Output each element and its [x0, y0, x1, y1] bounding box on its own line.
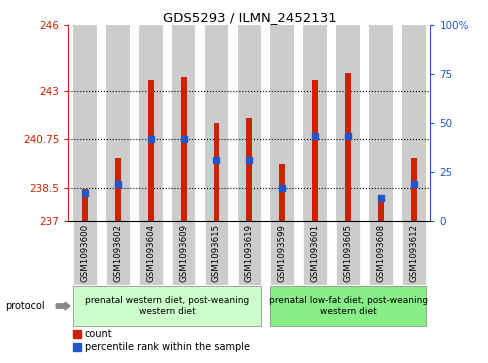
Text: GSM1093619: GSM1093619 [244, 224, 253, 282]
Title: GDS5293 / ILMN_2452131: GDS5293 / ILMN_2452131 [162, 11, 336, 24]
FancyBboxPatch shape [237, 221, 261, 285]
FancyBboxPatch shape [139, 221, 162, 285]
FancyBboxPatch shape [106, 221, 129, 285]
FancyBboxPatch shape [303, 221, 326, 285]
Text: GSM1093599: GSM1093599 [277, 224, 286, 282]
FancyBboxPatch shape [73, 221, 97, 285]
Text: GSM1093600: GSM1093600 [80, 224, 89, 282]
FancyBboxPatch shape [368, 221, 392, 285]
Bar [180, 77, 186, 221]
Bar [270, 25, 293, 221]
FancyBboxPatch shape [171, 221, 195, 285]
Bar [204, 25, 228, 221]
FancyBboxPatch shape [336, 221, 359, 285]
Bar [410, 158, 416, 221]
Bar [106, 25, 129, 221]
Bar [147, 79, 153, 221]
Bar [377, 201, 383, 221]
Text: GSM1093615: GSM1093615 [212, 224, 221, 282]
Text: GSM1093604: GSM1093604 [146, 224, 155, 282]
FancyBboxPatch shape [270, 286, 425, 326]
Text: GSM1093602: GSM1093602 [113, 224, 122, 282]
Text: GSM1093605: GSM1093605 [343, 224, 352, 282]
Bar [213, 123, 219, 221]
Bar [279, 164, 285, 221]
Bar [246, 118, 252, 221]
Text: GSM1093612: GSM1093612 [408, 224, 418, 282]
Bar [401, 25, 425, 221]
FancyBboxPatch shape [204, 221, 228, 285]
Bar [115, 158, 121, 221]
Bar [368, 25, 392, 221]
Bar [139, 25, 162, 221]
Bar [336, 25, 359, 221]
Text: prenatal western diet, post-weaning
western diet: prenatal western diet, post-weaning west… [85, 296, 249, 316]
FancyBboxPatch shape [401, 221, 425, 285]
Bar [82, 189, 88, 221]
Text: GSM1093601: GSM1093601 [310, 224, 319, 282]
FancyBboxPatch shape [73, 286, 261, 326]
Bar [303, 25, 326, 221]
Text: GSM1093608: GSM1093608 [376, 224, 385, 282]
Bar [311, 79, 318, 221]
Bar [171, 25, 195, 221]
Text: GSM1093609: GSM1093609 [179, 224, 188, 282]
Bar [73, 25, 97, 221]
Bar [345, 73, 350, 221]
FancyBboxPatch shape [270, 221, 293, 285]
Text: prenatal low-fat diet, post-weaning
western diet: prenatal low-fat diet, post-weaning west… [268, 296, 427, 316]
Text: protocol: protocol [5, 301, 44, 311]
Legend: count, percentile rank within the sample: count, percentile rank within the sample [73, 329, 249, 352]
Bar [237, 25, 261, 221]
